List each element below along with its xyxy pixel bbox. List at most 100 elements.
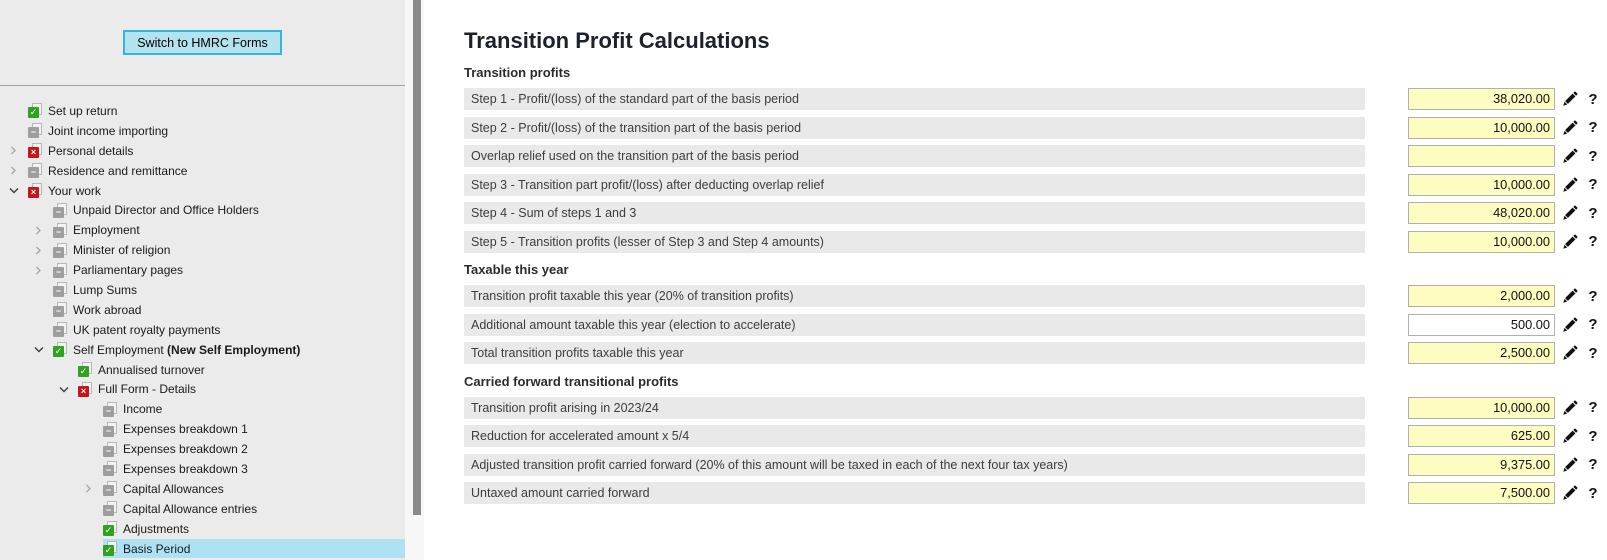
tree-item-body[interactable]: − UK patent royalty payments — [53, 320, 405, 340]
question-mark-icon[interactable]: ? — [1588, 287, 1598, 305]
tree-item-body[interactable]: − Work abroad — [53, 300, 405, 320]
tree-item-body[interactable]: − Expenses breakdown 2 — [103, 439, 405, 459]
pencil-icon[interactable] — [1562, 91, 1579, 107]
question-mark-icon[interactable]: ? — [1588, 456, 1598, 473]
tree-item-residence-and-remittance[interactable]: − Residence and remittance — [0, 161, 405, 181]
question-mark-icon[interactable]: ? — [1588, 119, 1598, 136]
tree-item-joint-income-importing[interactable]: − Joint income importing — [0, 121, 405, 141]
tree-item-lump-sums[interactable]: − Lump Sums — [0, 280, 405, 300]
tree-item-body[interactable]: − Capital Allowance entries — [103, 499, 405, 519]
tree-item-annualised-turnover[interactable]: ✓ Annualised turnover — [0, 360, 405, 380]
pencil-icon[interactable] — [1562, 345, 1579, 361]
chevron-down-icon[interactable] — [31, 345, 53, 354]
chevron-right-icon[interactable] — [81, 484, 103, 493]
tree-item-body[interactable]: × Personal details — [28, 141, 405, 161]
tree-item-expenses-breakdown-2[interactable]: − Expenses breakdown 2 — [0, 439, 405, 459]
pencil-icon[interactable] — [1562, 316, 1579, 333]
field-value[interactable]: 10,000.00 — [1408, 116, 1555, 139]
chevron-right-icon[interactable] — [6, 146, 28, 155]
question-mark-icon[interactable]: ? — [1588, 147, 1598, 165]
tree-item-self-employment-new-self-employment[interactable]: ✓ Self Employment (New Self Employment) — [0, 340, 405, 360]
tree-item-body[interactable]: − Employment — [53, 220, 405, 240]
field-value[interactable]: 10,000.00 — [1408, 230, 1555, 253]
field-value[interactable]: 2,000.00 — [1408, 285, 1555, 307]
question-mark-icon[interactable]: ? — [1588, 316, 1598, 333]
pencil-icon[interactable] — [1562, 485, 1579, 501]
tree-item-capital-allowances[interactable]: − Capital Allowances — [0, 479, 405, 499]
tree-item-work-abroad[interactable]: − Work abroad — [0, 300, 405, 320]
chevron-right-icon[interactable] — [31, 226, 53, 235]
field-value[interactable]: 7,500.00 — [1408, 482, 1555, 504]
pencil-icon[interactable] — [1562, 288, 1579, 304]
tree-item-parliamentary-pages[interactable]: − Parliamentary pages — [0, 260, 405, 280]
tree-item-body[interactable]: − Minister of religion — [53, 240, 405, 260]
tree-item-body[interactable]: × Your work — [28, 181, 405, 201]
field-value[interactable] — [1408, 145, 1555, 167]
tree-item-basis-period[interactable]: ✓ Basis Period — [0, 538, 405, 559]
question-mark-icon[interactable]: ? — [1588, 344, 1598, 362]
pencil-icon[interactable] — [1562, 428, 1579, 444]
pencil-icon[interactable] — [1562, 399, 1579, 416]
field-value[interactable]: 2,500.00 — [1408, 342, 1555, 364]
question-mark-icon[interactable]: ? — [1588, 176, 1598, 193]
tree-item-body[interactable]: − Joint income importing — [28, 121, 405, 141]
tree-item-body[interactable]: − Unpaid Director and Office Holders — [53, 200, 405, 220]
pencil-icon[interactable] — [1562, 148, 1579, 164]
field-value[interactable]: 625.00 — [1408, 425, 1555, 447]
field-value[interactable]: 10,000.00 — [1408, 173, 1555, 196]
tree-item-adjustments[interactable]: ✓ Adjustments — [0, 519, 405, 539]
tree-item-body[interactable]: − Capital Allowances — [103, 479, 405, 499]
question-mark-icon[interactable]: ? — [1588, 204, 1598, 222]
tree-item-unpaid-director-and-office-holders[interactable]: − Unpaid Director and Office Holders — [0, 200, 405, 220]
tree-item-capital-allowance-entries[interactable]: − Capital Allowance entries — [0, 499, 405, 519]
field-value[interactable]: 48,020.00 — [1408, 202, 1555, 224]
tree-item-full-form-details[interactable]: × Full Form - Details — [0, 379, 405, 399]
tree-item-body[interactable]: × Full Form - Details — [78, 379, 405, 399]
scrollbar-thumb[interactable] — [413, 0, 421, 515]
chevron-right-icon[interactable] — [31, 266, 53, 275]
pencil-icon[interactable] — [1562, 176, 1579, 193]
tree-item-body[interactable]: ✓ Adjustments — [103, 519, 405, 539]
chevron-down-icon[interactable] — [6, 186, 28, 195]
field-value[interactable]: 9,375.00 — [1408, 453, 1555, 476]
pencil-icon[interactable] — [1562, 205, 1579, 221]
tree-item-personal-details[interactable]: × Personal details — [0, 141, 405, 161]
switch-to-hmrc-forms-button[interactable]: Switch to HMRC Forms — [123, 30, 282, 55]
tree-item-body[interactable]: − Parliamentary pages — [53, 260, 405, 280]
field-value[interactable]: 10,000.00 — [1408, 396, 1555, 419]
tree-item-minister-of-religion[interactable]: − Minister of religion — [0, 240, 405, 260]
tree-item-expenses-breakdown-3[interactable]: − Expenses breakdown 3 — [0, 459, 405, 479]
tree-item-employment[interactable]: − Employment — [0, 220, 405, 240]
tree-item-body[interactable]: − Expenses breakdown 3 — [103, 459, 405, 479]
field-label: Total transition profits taxable this ye… — [464, 342, 1365, 364]
tree-item-body[interactable]: − Residence and remittance — [28, 161, 405, 181]
tree-item-uk-patent-royalty-payments[interactable]: − UK patent royalty payments — [0, 320, 405, 340]
sidebar-scrollbar[interactable] — [405, 0, 424, 560]
tree-item-body[interactable]: − Lump Sums — [53, 280, 405, 300]
tree-item-body[interactable]: ✓ Self Employment (New Self Employment) — [53, 340, 405, 360]
tree-item-body[interactable]: ✓ Set up return — [28, 101, 405, 121]
pencil-icon[interactable] — [1562, 456, 1579, 473]
tree-item-set-up-return[interactable]: ✓ Set up return — [0, 101, 405, 121]
chevron-down-icon[interactable] — [56, 385, 78, 394]
question-mark-icon[interactable]: ? — [1588, 484, 1598, 502]
tree-item-body[interactable]: ✓ Annualised turnover — [78, 360, 405, 380]
question-mark-icon[interactable]: ? — [1588, 399, 1598, 416]
tree-item-body[interactable]: − Expenses breakdown 1 — [103, 419, 405, 439]
field-value[interactable]: 38,020.00 — [1408, 88, 1555, 110]
question-mark-icon[interactable]: ? — [1588, 427, 1598, 445]
tree-item-your-work[interactable]: × Your work — [0, 181, 405, 201]
tree-item-body[interactable]: ✓ Basis Period — [103, 538, 405, 559]
pencil-icon[interactable] — [1562, 119, 1579, 136]
chevron-right-icon[interactable] — [6, 166, 28, 175]
tree-item-label: Capital Allowances — [123, 481, 224, 496]
tree-item-expenses-breakdown-1[interactable]: − Expenses breakdown 1 — [0, 419, 405, 439]
tree-item-income[interactable]: − Income — [0, 399, 405, 419]
question-mark-icon[interactable]: ? — [1588, 233, 1598, 250]
tree-item-label: Lump Sums — [73, 282, 138, 297]
field-value[interactable]: 500.00 — [1408, 313, 1555, 336]
question-mark-icon[interactable]: ? — [1588, 90, 1598, 108]
tree-item-body[interactable]: − Income — [103, 399, 405, 419]
pencil-icon[interactable] — [1562, 233, 1579, 250]
chevron-right-icon[interactable] — [31, 246, 53, 255]
